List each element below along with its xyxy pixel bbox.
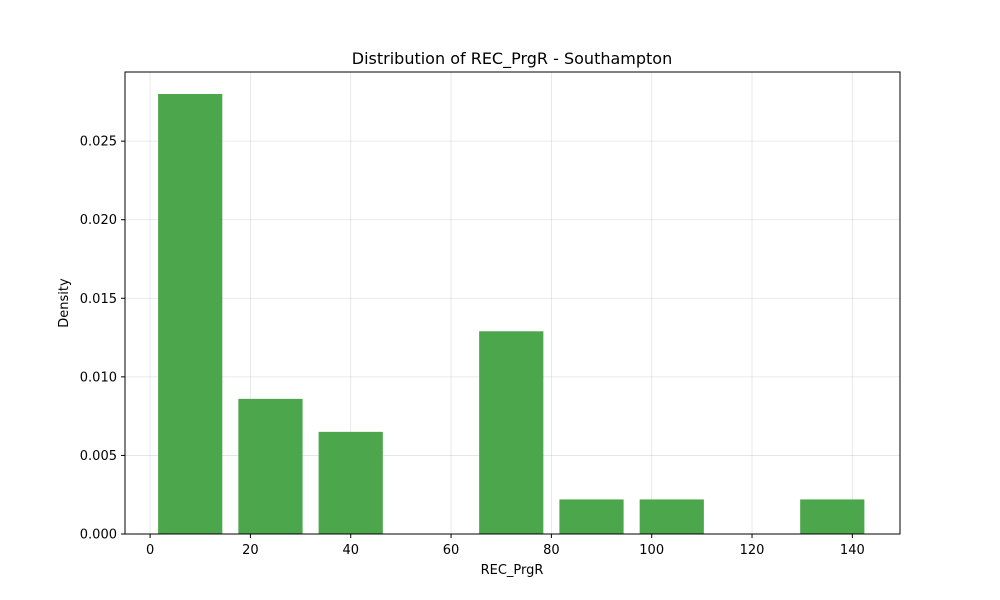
x-tick-label: 0 [146,543,154,558]
histogram-bar-1 [238,398,303,534]
plot-frame [124,71,901,535]
y-axis-ticks: 0.000 0.005 0.010 0.015 0.020 0.025 [80,135,125,543]
x-tick-label: 120 [740,543,765,558]
bars [158,94,865,534]
y-tick-label: 0.015 [80,292,117,307]
histogram-bar-4 [479,331,544,534]
x-axis-ticks: 0 20 40 60 80 100 120 140 [146,534,865,558]
histogram-bar-0 [158,94,223,534]
y-tick-label: 0.000 [80,528,117,543]
x-tick-label: 80 [543,543,560,558]
x-tick-label: 40 [342,543,359,558]
y-axis-label: Density [57,278,72,328]
histogram-bar-8 [800,499,865,534]
y-tick-label: 0.005 [80,449,117,464]
y-tick-label: 0.025 [80,135,117,150]
chart-title: Distribution of REC_PrgR - Southampton [352,49,672,69]
x-tick-label: 60 [443,543,460,558]
histogram-bar-5 [559,499,624,534]
x-tick-label: 140 [840,543,865,558]
y-tick-label: 0.010 [80,370,117,385]
x-tick-label: 100 [639,543,664,558]
x-tick-label: 20 [242,543,259,558]
grid-lines [125,72,900,535]
y-tick-label: 0.020 [80,213,117,228]
x-axis-label: REC_PrgR [481,563,544,578]
histogram-bar-2 [318,431,383,534]
histogram-bar-6 [639,499,704,534]
